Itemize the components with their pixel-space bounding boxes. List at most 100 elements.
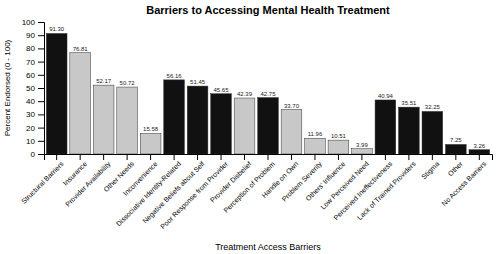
tick-mark: [385, 154, 386, 160]
tick-label: Other: [447, 160, 465, 178]
bar: [140, 133, 161, 154]
bar: [211, 94, 232, 154]
tick-mark: [408, 154, 409, 160]
tick: Other: [447, 154, 465, 177]
data-label: 42.75: [260, 91, 276, 97]
tick-mark: [338, 154, 339, 160]
tick: Others' Influence: [304, 154, 346, 202]
tick-label: 20: [26, 124, 35, 133]
tick-label: No Access Barriers: [440, 160, 487, 207]
data-label: 56.16: [167, 73, 183, 79]
chart: 0 10 20 30 40 50 60 70 80 90 100 Structural Barrier…: [0, 0, 500, 254]
bar: [375, 100, 396, 154]
data-label: 42.39: [237, 91, 253, 97]
tick-mark: [150, 154, 151, 160]
bar: [234, 98, 255, 154]
bar: [258, 98, 279, 154]
tick-mark: [38, 154, 44, 155]
tick-mark: [80, 154, 81, 160]
tick-label: Problem Severity: [280, 160, 324, 204]
tick-label: 100: [22, 18, 36, 27]
bar: [93, 85, 114, 154]
y-axis-title: Percent Endorsed (0 - 100): [3, 39, 12, 136]
tick-label: Provider Disbelief: [209, 160, 253, 204]
tick-mark: [38, 114, 44, 115]
tick-mark: [455, 154, 456, 160]
data-label: 15.58: [143, 126, 159, 132]
title: Barriers to Accessing Mental Health Trea…: [146, 4, 390, 16]
tick-mark: [314, 154, 315, 160]
bar: [469, 150, 490, 154]
axis-line: [45, 155, 493, 161]
data-label: 7.25: [450, 137, 462, 143]
tick: Low Perceived Need: [319, 154, 370, 211]
tick: 80: [26, 44, 44, 53]
tick: 60: [26, 71, 44, 80]
y-axis: 0 10 20 30 40 50 60 70 80 90 100: [22, 18, 45, 159]
data-label: 76.81: [73, 46, 89, 52]
bar: [187, 86, 208, 154]
data-label: 10.51: [331, 133, 347, 139]
bar: [281, 110, 302, 154]
data-label: 45.65: [214, 87, 230, 93]
bar: [305, 138, 326, 154]
axis-line: [38, 23, 45, 155]
data-label: 3.26: [473, 143, 485, 149]
tick: 40: [26, 97, 44, 106]
tick: Structural Barriers: [20, 154, 65, 205]
data-label: 33.70: [284, 103, 300, 109]
tick-mark: [38, 62, 44, 63]
tick-mark: [38, 101, 44, 102]
bar: [422, 111, 443, 154]
bar: [117, 87, 138, 154]
tick: 30: [26, 110, 44, 119]
tick-mark: [38, 48, 44, 49]
tick: 50: [26, 84, 44, 93]
bar: [352, 149, 373, 154]
tick-label: 0: [31, 150, 36, 159]
tick-mark: [103, 154, 104, 160]
bar: [399, 107, 420, 154]
x-axis-title: Treatment Access Barriers: [215, 242, 321, 252]
tick-label: 40: [26, 97, 35, 106]
tick-label: Lack of Trained Providers: [356, 160, 417, 221]
x-axis: Structural BarriersInsuranceProvider Ava…: [20, 154, 493, 231]
tick-label: 60: [26, 71, 35, 80]
tick: 100: [22, 18, 44, 27]
tick: 0: [31, 150, 44, 159]
tick-mark: [56, 154, 57, 160]
tick: No Access Barriers: [440, 154, 487, 207]
tick: 20: [26, 124, 44, 133]
data-label: 35.51: [401, 100, 417, 106]
tick: Perception of Problem: [222, 154, 277, 215]
tick-mark: [38, 88, 44, 89]
data-label: 50.72: [120, 80, 136, 86]
tick: Stigma: [420, 154, 441, 181]
tick-mark: [127, 154, 128, 160]
tick-mark: [268, 154, 269, 160]
bar: [164, 80, 185, 154]
tick-label: Others' Influence: [304, 160, 346, 202]
tick-mark: [361, 154, 362, 160]
tick-mark: [38, 22, 44, 23]
data-label: 52.17: [96, 78, 112, 84]
bars: [46, 33, 489, 154]
tick-mark: [291, 154, 292, 160]
tick-label: 50: [26, 84, 35, 93]
data-label: 3.99: [356, 142, 368, 148]
plot: 0 10 20 30 40 50 60 70 80 90 100 Structural Barrier…: [20, 18, 493, 231]
tick-label: Structural Barriers: [20, 160, 65, 205]
tick-mark: [38, 75, 44, 76]
tick-label: Stigma: [420, 160, 441, 181]
tick-label: 90: [26, 31, 35, 40]
tick: Provider Disbelief: [209, 154, 253, 204]
tick-label: 10: [26, 137, 35, 146]
tick-mark: [38, 141, 44, 142]
tick-mark: [38, 128, 44, 129]
bar: [328, 140, 349, 154]
tick-mark: [38, 35, 44, 36]
tick-label: 80: [26, 44, 35, 53]
tick-mark: [174, 154, 175, 160]
bar: [70, 53, 91, 154]
tick: 70: [26, 58, 44, 67]
